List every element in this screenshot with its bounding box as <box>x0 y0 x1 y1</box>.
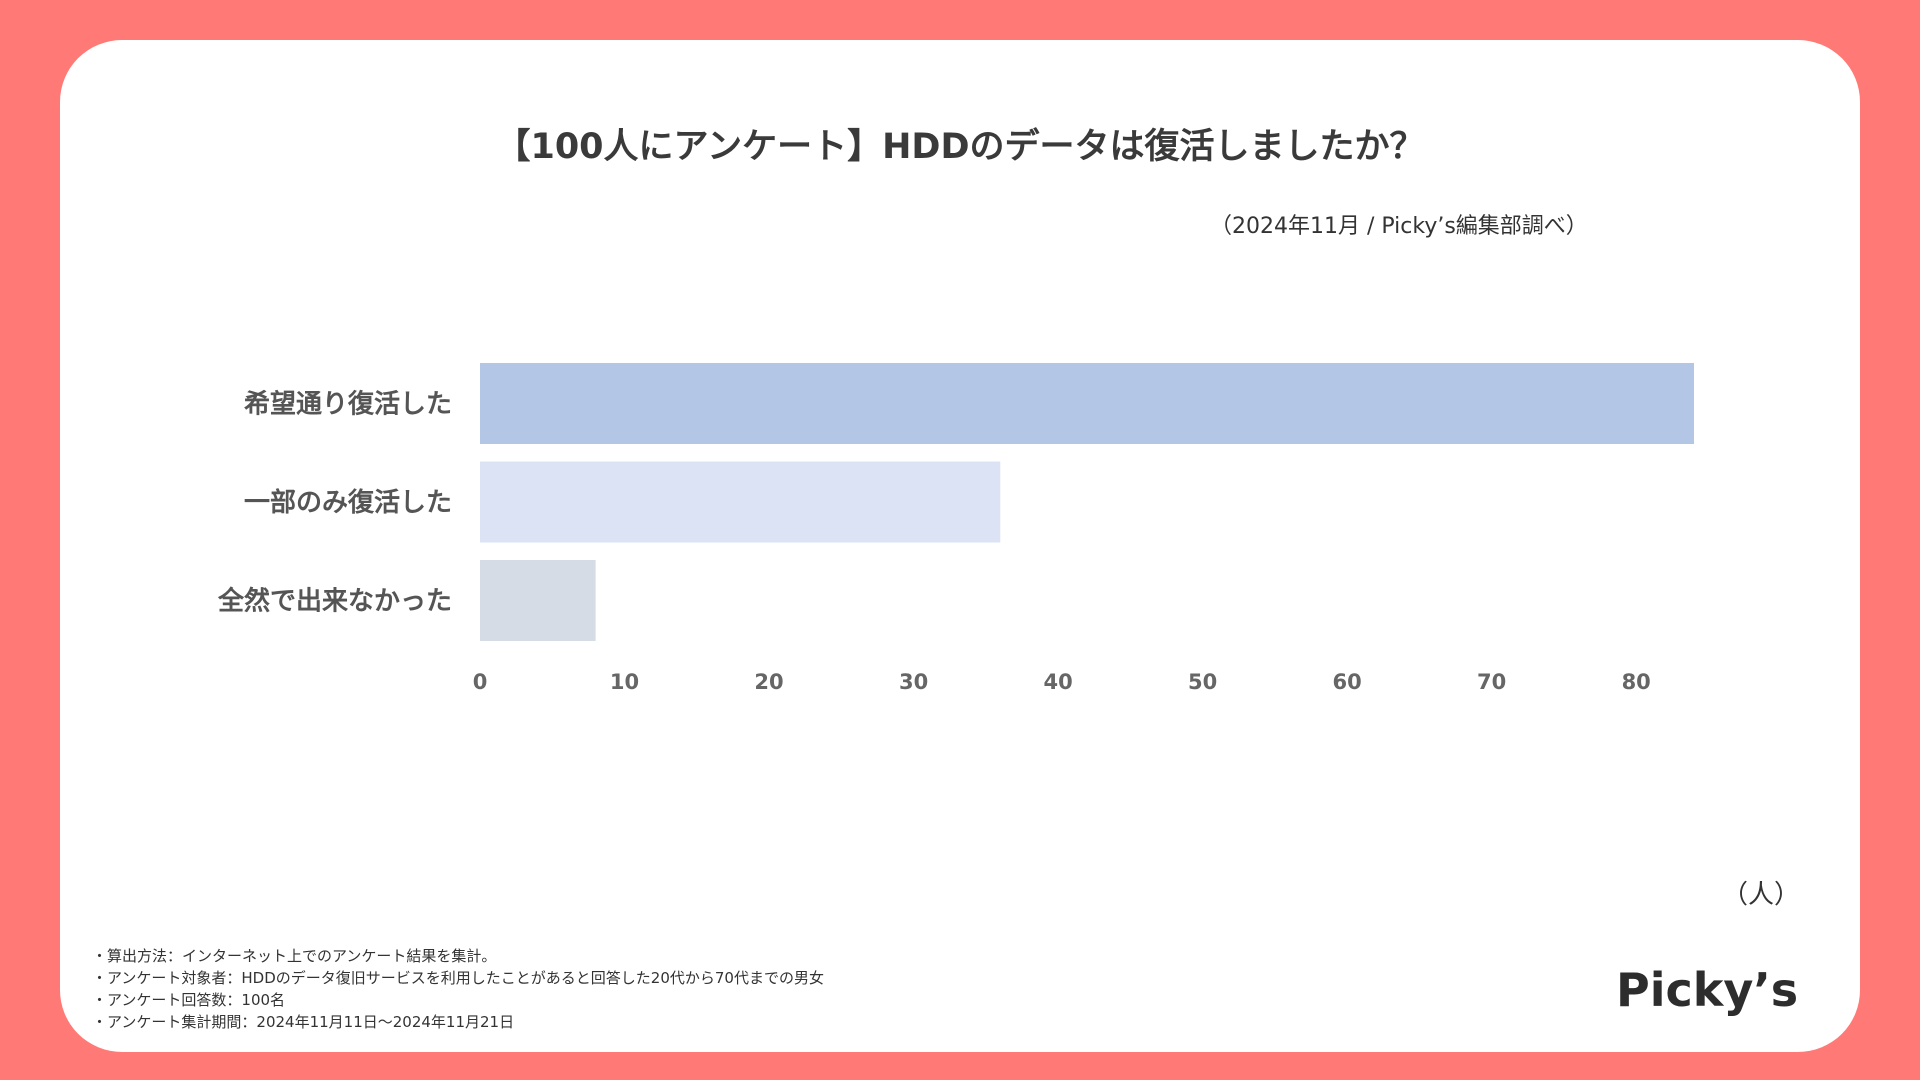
x-tick-label-7: 70 <box>1477 670 1506 694</box>
chart-title: 【100人にアンケート】HDDのデータは復活しましたか？ <box>495 127 1425 167</box>
bar-0 <box>480 363 1694 444</box>
unit-label: （人） <box>1722 880 1801 910</box>
note-method: ・算出方法：インターネット上でのアンケート結果を集計。 <box>92 947 497 965</box>
x-tick-label-6: 60 <box>1333 670 1362 694</box>
tick-labels-group: 0 10 20 30 40 50 60 70 80 <box>473 670 1651 694</box>
x-tick-label-4: 40 <box>1043 670 1072 694</box>
note-target: ・アンケート対象者：HDDのデータ復旧サービスを利用したことがあると回答した20… <box>92 969 824 987</box>
category-label-1: 一部のみ復活した <box>244 487 452 518</box>
bar-1 <box>480 461 1001 543</box>
note-period: ・アンケート集計期間：2024年11月11日～2024年11月21日 <box>92 1013 515 1031</box>
bars-group <box>480 363 1694 641</box>
x-tick-label-0: 0 <box>473 670 488 694</box>
card <box>60 40 1860 1052</box>
category-label-0: 希望通り復活した <box>244 389 452 420</box>
note-count: ・アンケート回答数：100名 <box>92 991 286 1009</box>
pickys-logo: Picky’s <box>1616 963 1799 1017</box>
x-tick-label-2: 20 <box>754 670 783 694</box>
x-tick-label-3: 30 <box>899 670 928 694</box>
survey-notes: ・算出方法：インターネット上でのアンケート結果を集計。 ・アンケート対象者：HD… <box>92 945 824 1033</box>
x-tick-label-5: 50 <box>1188 670 1217 694</box>
bar-2 <box>480 560 596 641</box>
category-label-2: 全然で出来なかった <box>217 586 452 617</box>
x-tick-label-1: 10 <box>610 670 639 694</box>
x-tick-label-8: 80 <box>1622 670 1651 694</box>
source-note: （2024年11月 / Picky’s編集部調べ） <box>1210 214 1588 239</box>
